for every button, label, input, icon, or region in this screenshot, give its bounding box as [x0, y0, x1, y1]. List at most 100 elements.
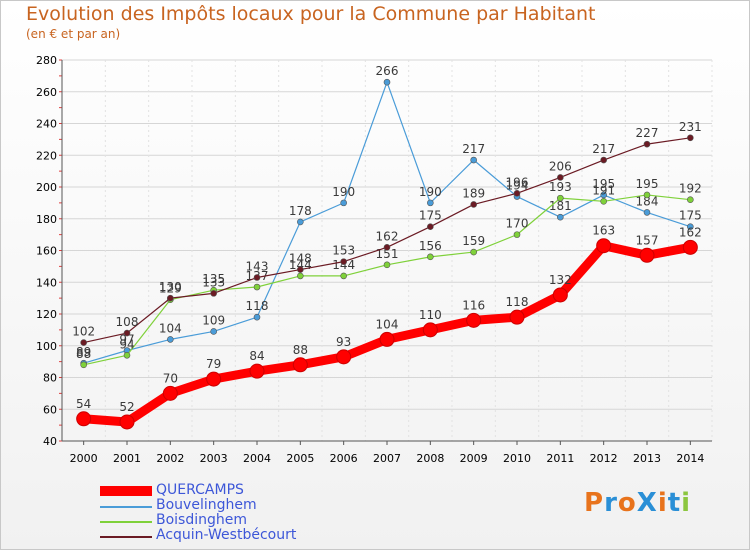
data-point [253, 313, 261, 321]
data-label: 97 [119, 333, 134, 347]
y-tick-label: 160 [36, 245, 57, 258]
x-tick-label: 2002 [156, 452, 184, 465]
legend-swatch [100, 536, 152, 538]
logo-letter: X [636, 488, 658, 518]
data-label: 129 [159, 282, 182, 296]
data-label: 194 [506, 179, 529, 193]
data-label: 94 [119, 337, 134, 351]
data-label: 88 [293, 343, 308, 357]
data-point [643, 191, 651, 199]
data-point [639, 247, 655, 263]
y-tick-label: 180 [36, 213, 57, 226]
data-label: 175 [679, 209, 702, 223]
logo-letter: P [584, 488, 605, 518]
data-point [643, 140, 651, 148]
data-label: 132 [549, 273, 572, 287]
data-point [210, 290, 217, 297]
data-label: 104 [159, 321, 182, 335]
data-label: 227 [636, 126, 659, 140]
data-point [336, 349, 352, 365]
data-point [379, 331, 395, 347]
data-label: 104 [376, 317, 399, 331]
data-label: 206 [549, 159, 572, 173]
data-point [292, 357, 308, 373]
x-tick-label: 2014 [676, 452, 704, 465]
data-point [557, 174, 564, 181]
data-point [687, 223, 694, 230]
data-point [643, 209, 651, 216]
proxiti-logo: ProXiti [584, 488, 691, 518]
legend-label: Acquin-Westbécourt [156, 527, 297, 543]
x-tick-label: 2001 [113, 452, 141, 465]
data-label: 170 [506, 217, 529, 231]
data-point [340, 272, 347, 280]
logo-letter: o [617, 488, 637, 518]
logo-letter: i [681, 488, 692, 518]
data-point [383, 78, 391, 86]
data-label: 143 [246, 259, 269, 273]
data-point [513, 231, 521, 238]
data-label: 189 [462, 186, 485, 200]
data-point [76, 411, 92, 427]
data-point [470, 201, 477, 208]
data-label: 108 [116, 315, 139, 329]
data-point [167, 294, 174, 302]
y-tick-label: 120 [36, 308, 57, 321]
data-point [470, 248, 477, 256]
x-tick-label: 2010 [503, 452, 531, 465]
data-point [123, 329, 131, 337]
data-label: 195 [592, 177, 615, 191]
data-label: 116 [462, 298, 485, 312]
data-label: 109 [202, 313, 225, 327]
data-label: 84 [249, 349, 264, 363]
data-label: 70 [163, 371, 178, 385]
data-point [682, 239, 698, 255]
legend-label: Boisdinghem [156, 512, 248, 528]
data-point [297, 266, 304, 273]
data-point [253, 283, 261, 291]
data-point [470, 156, 477, 164]
data-label: 217 [462, 142, 485, 156]
data-point [80, 361, 87, 369]
data-label: 118 [506, 295, 529, 309]
data-label: 231 [679, 120, 702, 134]
x-tick-label: 2004 [243, 452, 271, 465]
data-label: 93 [336, 335, 351, 349]
data-point [253, 274, 261, 281]
data-point [162, 385, 178, 401]
y-tick-label: 260 [36, 86, 57, 99]
data-point [552, 287, 568, 303]
data-point [687, 134, 694, 142]
x-tick-label: 2012 [590, 452, 618, 465]
logo-letter: r [604, 488, 618, 518]
data-point [206, 371, 222, 387]
data-label: 133 [202, 275, 225, 289]
data-point [557, 194, 564, 202]
x-tick-label: 2011 [546, 452, 574, 465]
data-label: 217 [592, 142, 615, 156]
data-point [596, 238, 612, 254]
data-label: 184 [636, 194, 659, 208]
data-point [509, 309, 525, 325]
legend-swatch [100, 506, 152, 508]
data-label: 89 [76, 345, 91, 359]
data-point [687, 196, 694, 203]
data-label: 151 [376, 247, 399, 261]
legend-label: Bouvelinghem [156, 497, 257, 513]
legend-swatch [100, 486, 152, 496]
data-label: 192 [679, 182, 702, 196]
data-label: 148 [289, 252, 312, 266]
data-point [422, 322, 438, 338]
data-point [427, 199, 434, 207]
data-label: 191 [592, 183, 615, 197]
data-point [123, 351, 131, 359]
x-tick-label: 2013 [633, 452, 661, 465]
y-tick-label: 60 [43, 403, 57, 416]
data-label: 163 [592, 224, 615, 238]
x-tick-label: 2005 [286, 452, 314, 465]
data-point [119, 414, 135, 430]
data-label: 178 [289, 204, 312, 218]
data-label: 196 [506, 175, 529, 189]
data-label: 175 [419, 209, 442, 223]
data-point [80, 339, 87, 346]
